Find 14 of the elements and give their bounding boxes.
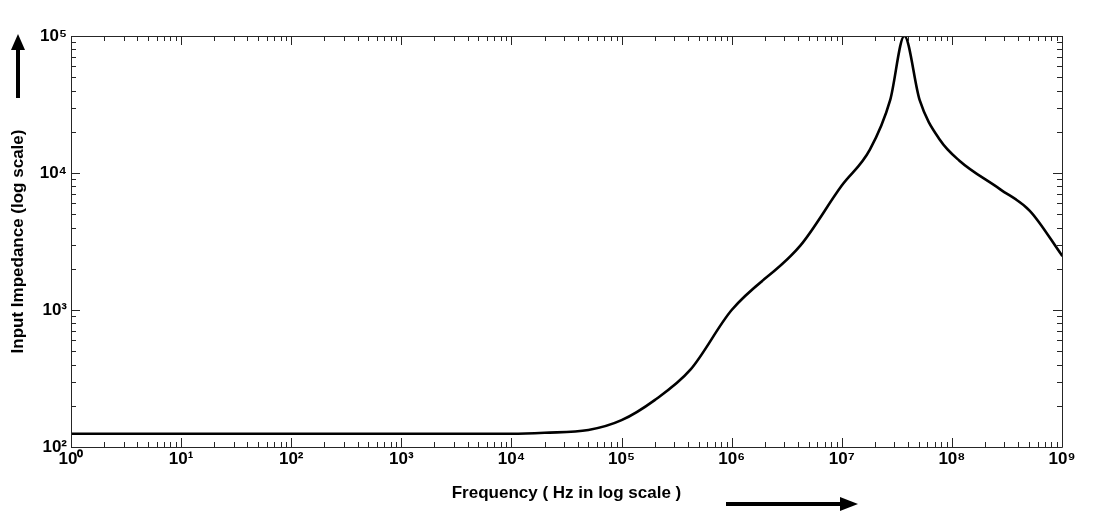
x-tick-label: 10³ bbox=[389, 448, 414, 468]
y-tick-label: 10³ bbox=[42, 299, 68, 319]
x-axis-title: Frequency ( Hz in log scale ) bbox=[451, 483, 682, 503]
y-tick-label: 10⁴ bbox=[39, 162, 67, 182]
x-tick-label: 10⁷ bbox=[828, 448, 855, 468]
x-tick-label: 10⁹ bbox=[1048, 448, 1076, 468]
y-tick-label: 10⁵ bbox=[40, 25, 67, 45]
x-tick-label: 10⁵ bbox=[608, 448, 636, 468]
x-tick-label: 10⁴ bbox=[497, 448, 526, 468]
x-tick-label: 10⁸ bbox=[938, 448, 966, 468]
x-tick-label: 10¹ bbox=[168, 448, 194, 468]
x-tick-label: 10² bbox=[278, 448, 304, 468]
y-axis-title: Input Impedance (log scale) bbox=[7, 129, 27, 354]
x-tick-label: 10⁶ bbox=[718, 448, 746, 468]
